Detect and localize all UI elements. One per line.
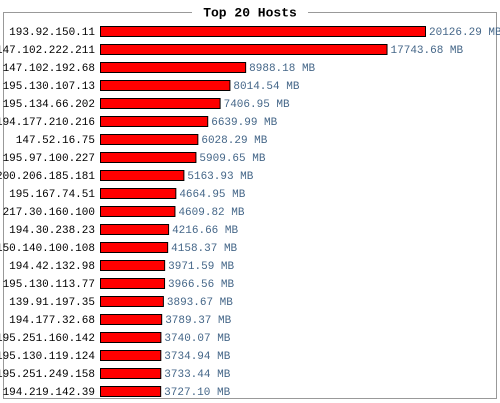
category-label: 147.52.16.75: [16, 135, 95, 147]
category-label: 147.102.222.211: [0, 45, 95, 57]
category-label: 195.251.249.158: [0, 369, 95, 381]
category-label: 217.30.160.100: [3, 207, 95, 219]
bar: [100, 62, 247, 73]
bar: [100, 314, 163, 325]
value-label: 5163.93 MB: [187, 171, 253, 183]
value-label: 3893.67 MB: [167, 297, 233, 309]
category-label: 195.167.74.51: [9, 189, 95, 201]
value-label: 3733.44 MB: [164, 369, 230, 381]
bar: [100, 170, 185, 181]
value-label: 6639.99 MB: [211, 117, 277, 129]
bar: [100, 26, 426, 37]
value-label: 8014.54 MB: [233, 81, 299, 93]
value-label: 3740.07 MB: [164, 333, 230, 345]
category-label: 195.130.107.13: [3, 81, 95, 93]
value-label: 8988.18 MB: [249, 63, 315, 75]
bar: [100, 152, 197, 163]
category-label: 195.134.66.202: [3, 99, 95, 111]
value-label: 6028.29 MB: [201, 135, 267, 147]
category-label: 195.97.100.227: [3, 153, 95, 165]
category-label: 194.42.132.98: [9, 261, 95, 273]
bar: [100, 224, 170, 235]
bar: [100, 332, 162, 343]
category-label: 139.91.197.35: [9, 297, 95, 309]
category-label: 147.102.192.68: [3, 63, 95, 75]
category-label: 193.92.150.11: [9, 27, 95, 39]
bar: [100, 116, 209, 127]
bar: [100, 278, 166, 289]
category-label: 195.251.160.142: [0, 333, 95, 345]
value-label: 3727.10 MB: [164, 387, 230, 399]
category-label: 200.206.185.181: [0, 171, 95, 183]
value-label: 3789.37 MB: [165, 315, 231, 327]
value-label: 4609.82 MB: [178, 207, 244, 219]
bar: [100, 134, 199, 145]
bar: [100, 296, 164, 307]
title-background: [192, 5, 308, 20]
category-label: 194.177.210.216: [0, 117, 95, 129]
bar: [100, 260, 166, 271]
bar: [100, 368, 162, 379]
bar: [100, 98, 221, 109]
category-label: 150.140.100.108: [0, 243, 95, 255]
category-label: 195.130.119.124: [0, 351, 95, 363]
value-label: 3966.56 MB: [168, 279, 234, 291]
bar: [100, 242, 169, 253]
category-label: 194.219.142.39: [3, 387, 95, 399]
value-label: 4664.95 MB: [179, 189, 245, 201]
value-label: 4216.66 MB: [172, 225, 238, 237]
value-label: 7406.95 MB: [224, 99, 290, 111]
value-label: 17743.68 MB: [391, 45, 464, 57]
bar: [100, 206, 176, 217]
value-label: 5909.65 MB: [199, 153, 265, 165]
chart-title: Top 20 Hosts: [203, 5, 297, 20]
value-label: 20126.29 MB: [429, 27, 500, 39]
value-label: 4158.37 MB: [171, 243, 237, 255]
category-label: 195.130.113.77: [3, 279, 95, 291]
bar: [100, 350, 162, 361]
bar: [100, 386, 162, 397]
category-label: 194.30.238.23: [9, 225, 95, 237]
value-label: 3734.94 MB: [164, 351, 230, 363]
bar: [100, 44, 388, 55]
bar: [100, 188, 177, 199]
value-label: 3971.59 MB: [168, 261, 234, 273]
bar: [100, 80, 231, 91]
category-label: 194.177.32.68: [9, 315, 95, 327]
